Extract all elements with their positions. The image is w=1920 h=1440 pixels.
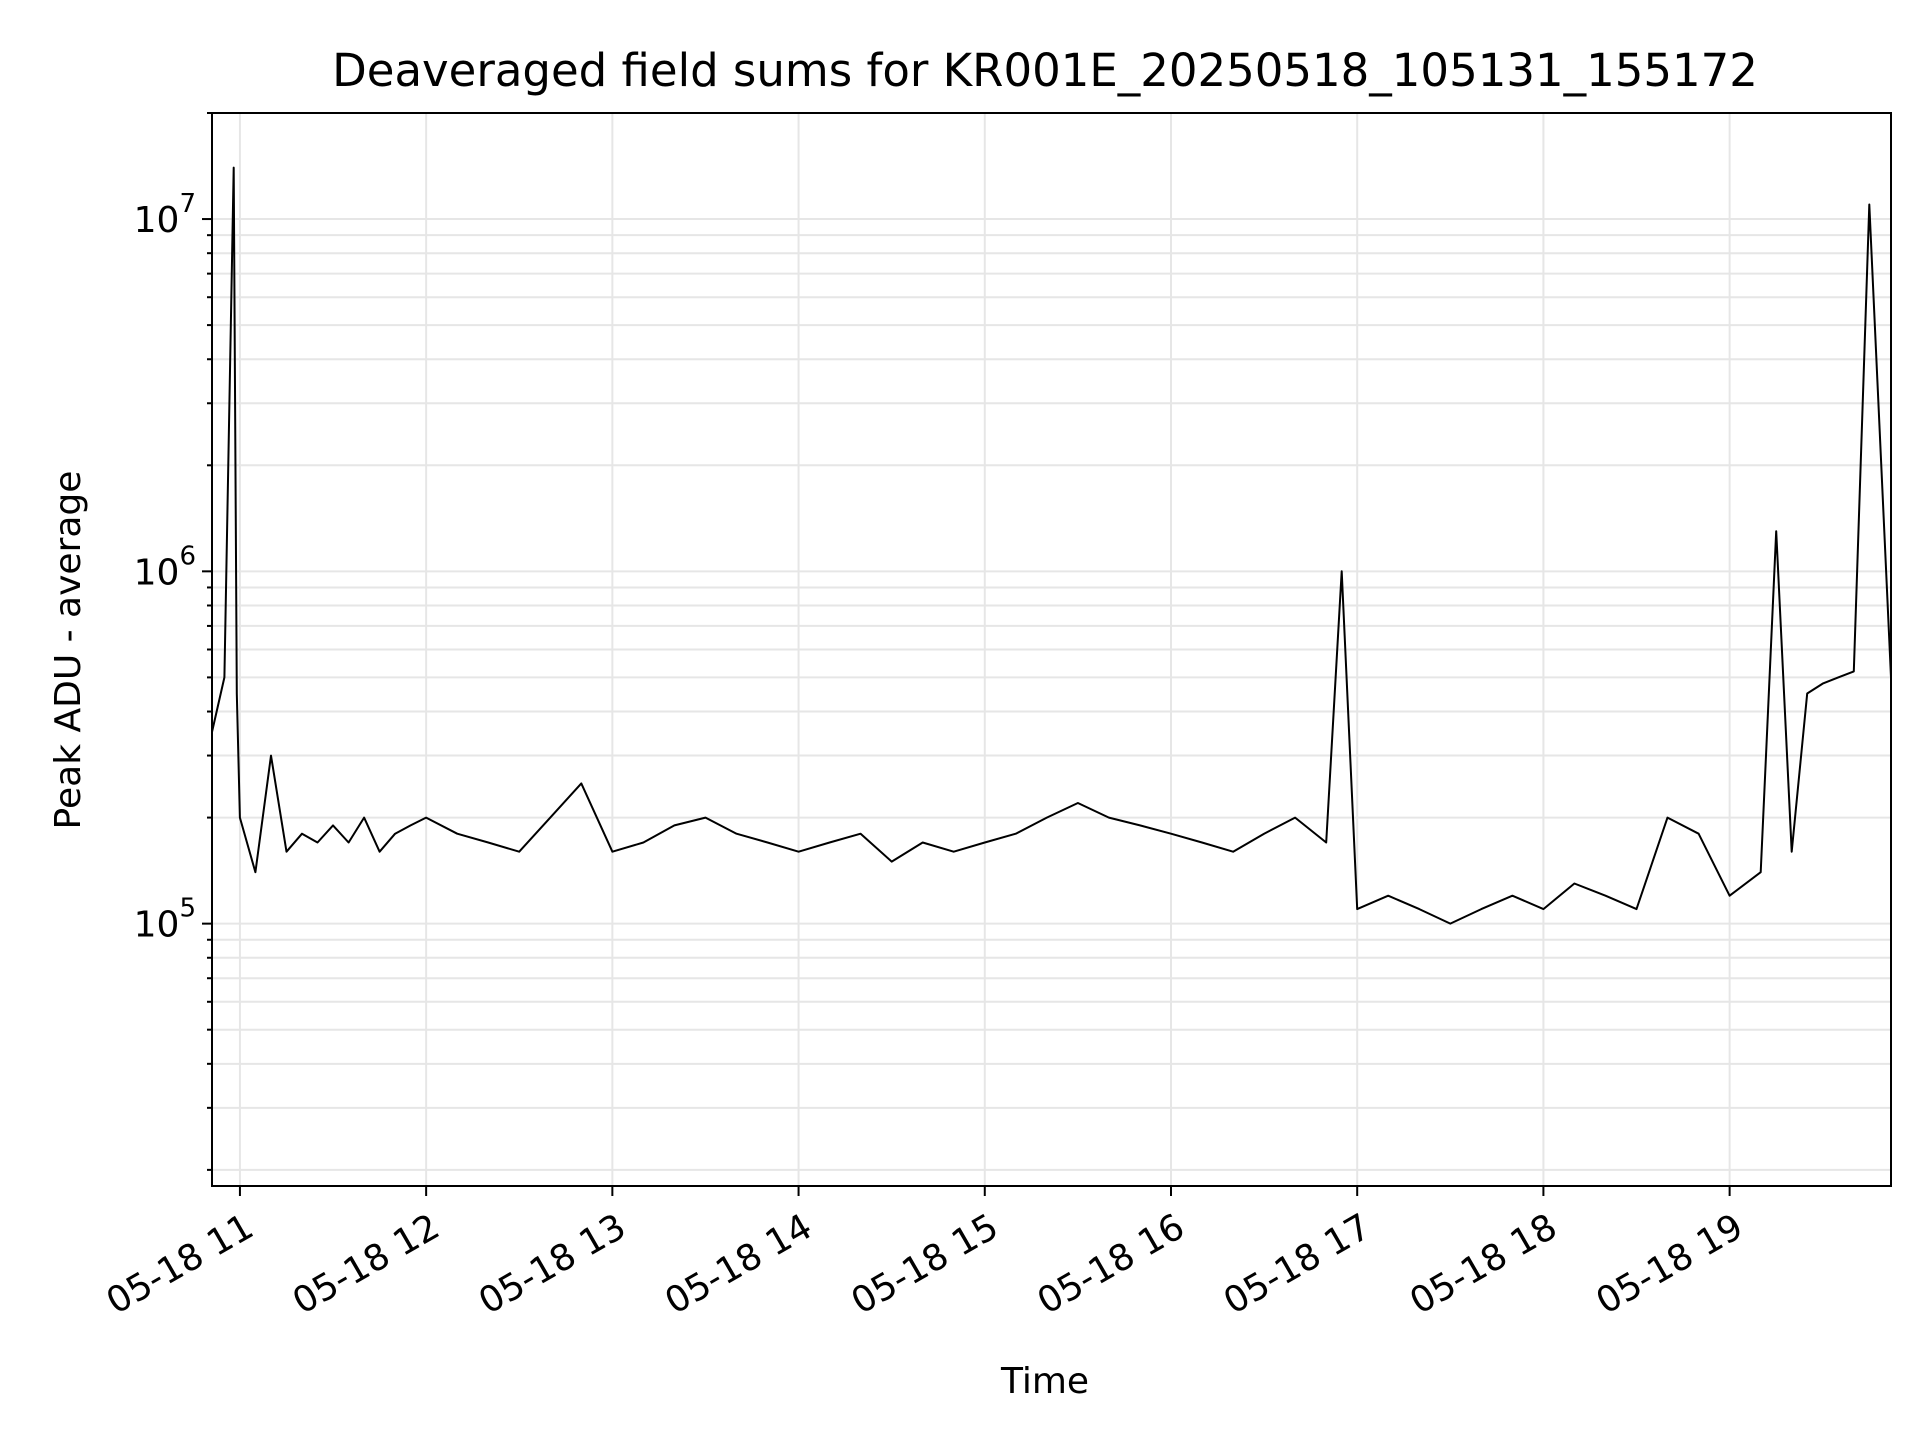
- y-tick-label: 105: [134, 894, 196, 946]
- y-tick-exponent: 6: [179, 541, 196, 571]
- y-tick-exponent: 7: [179, 189, 196, 219]
- y-tick-base: 10: [134, 552, 180, 593]
- y-tick-label: 107: [134, 189, 196, 241]
- y-tick-base: 10: [134, 905, 180, 946]
- chart-title: Deaveraged field sums for KR001E_2025051…: [332, 44, 1758, 97]
- y-tick-label: 106: [134, 541, 196, 593]
- series-layer: [211, 166, 1892, 925]
- y-axis-label: Peak ADU - average: [48, 471, 89, 830]
- series-line: [211, 166, 1892, 925]
- y-tick-base: 10: [134, 200, 180, 241]
- y-tick-exponent: 5: [179, 894, 196, 924]
- x-axis-label: Time: [1000, 1361, 1089, 1402]
- grid: [212, 112, 1891, 1186]
